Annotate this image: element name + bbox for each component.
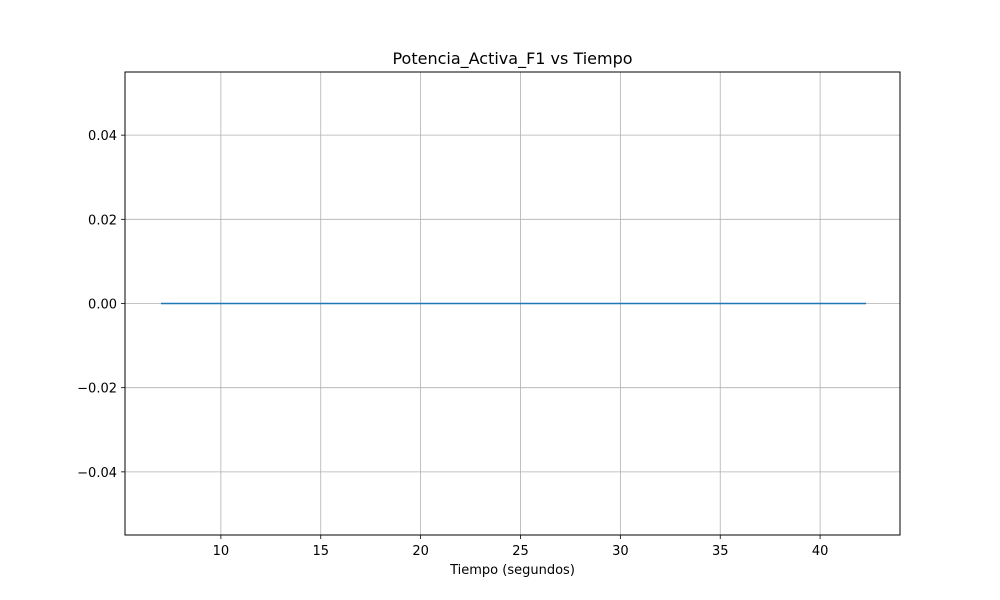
x-tick-label: 35	[712, 544, 729, 559]
y-tick-label: 0.00	[88, 298, 117, 313]
y-tick-label: −0.02	[77, 382, 117, 397]
x-tick-label: 30	[612, 544, 629, 559]
x-axis-label: Tiempo (segundos)	[449, 563, 575, 578]
x-tick-label: 20	[412, 544, 429, 559]
y-tick-label: −0.04	[77, 466, 117, 481]
x-axis: 10 15 20 25 30 35 40	[213, 535, 829, 559]
y-tick-label: 0.04	[88, 129, 117, 144]
x-tick-label: 40	[812, 544, 829, 559]
y-axis: −0.04 −0.02 0.00 0.02 0.04	[77, 129, 125, 481]
x-tick-label: 10	[213, 544, 230, 559]
y-tick-label: 0.02	[88, 213, 117, 228]
x-tick-label: 25	[512, 544, 529, 559]
chart-title: Potencia_Activa_F1 vs Tiempo	[392, 49, 632, 69]
x-tick-label: 15	[312, 544, 329, 559]
